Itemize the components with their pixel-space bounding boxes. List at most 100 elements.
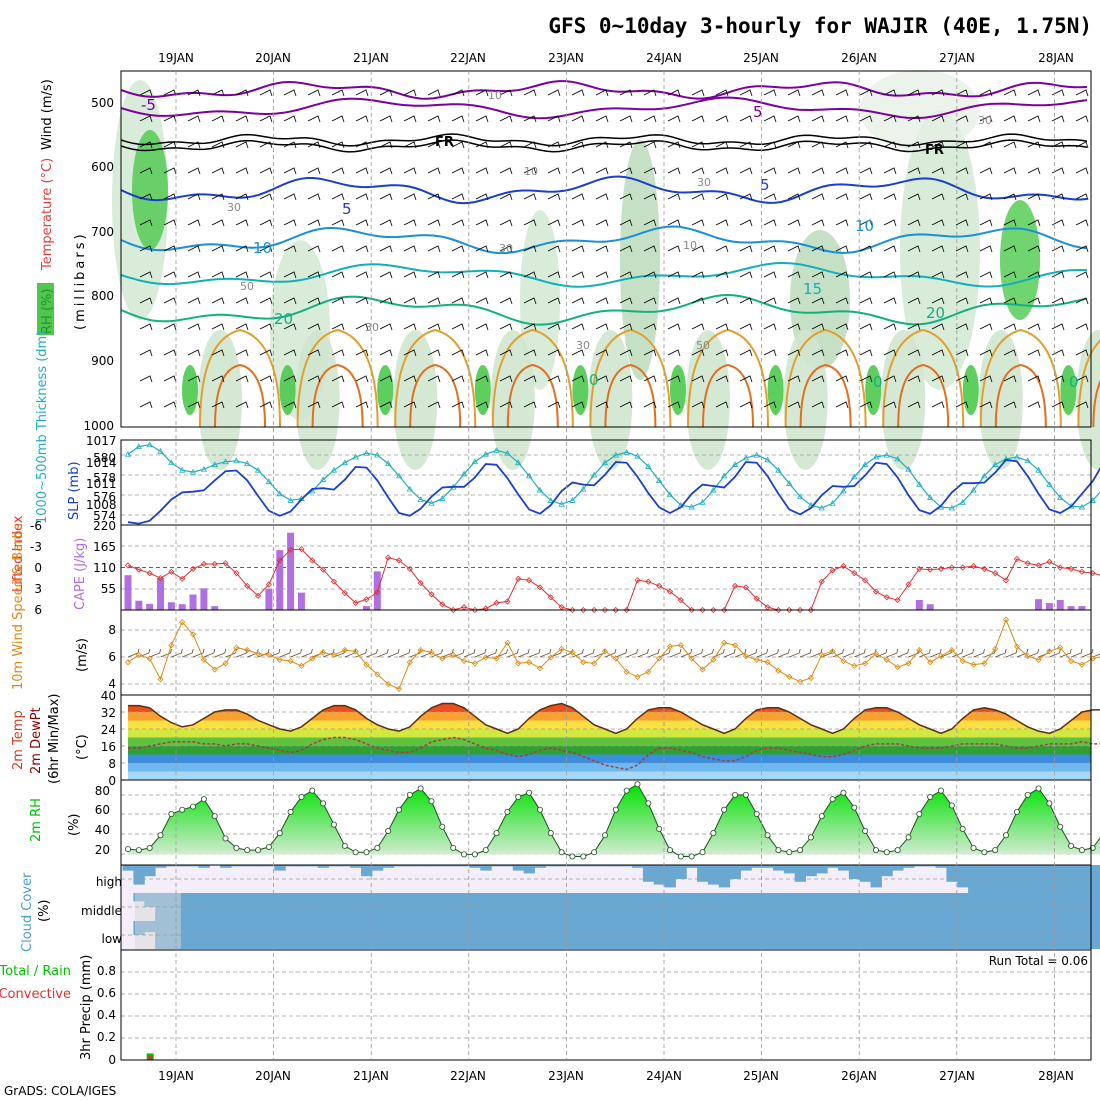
contour-label: 30 [365, 321, 379, 334]
cloud-bar [491, 921, 503, 949]
rh-point [1024, 791, 1031, 798]
wind-barb [907, 349, 921, 357]
rh-point [330, 821, 337, 828]
rh-point [385, 828, 392, 835]
dewpt2m-label: 2m DewPt [29, 707, 44, 774]
li-point [894, 597, 901, 604]
upper-air-panel: -5 5 FR FR 5 5 10 10 15 20 20 30 30 30 5… [37, 70, 1100, 470]
li-point [775, 606, 782, 614]
precip-tick-02: 0.2 [97, 1030, 116, 1044]
rh-point [298, 794, 305, 801]
rh-point [211, 813, 218, 820]
contour-label: 5 [760, 176, 770, 194]
wind-barb [211, 245, 225, 253]
wind-barb [279, 648, 292, 658]
li-point [482, 605, 489, 612]
wind-barb [667, 375, 681, 383]
wind-barb [1027, 141, 1041, 149]
rh-point [840, 789, 847, 796]
wind-point [916, 647, 923, 654]
li-point [807, 606, 814, 614]
wind-barb [499, 115, 513, 123]
cloud-bar [447, 865, 460, 867]
wind-point [981, 660, 988, 667]
wind-barb [907, 89, 921, 97]
li-point [829, 567, 836, 574]
cloud-bar [1065, 865, 1077, 893]
wind-barb [379, 141, 393, 149]
wind-barb [427, 375, 441, 383]
bottom-date-0: 19JAN [158, 1069, 194, 1083]
li-point [1057, 564, 1064, 571]
cloud-unit: (%) [37, 900, 52, 923]
cape-bar [1045, 603, 1053, 610]
cloud-bar [924, 921, 937, 949]
wind-point [515, 660, 522, 667]
thickness-point [796, 493, 804, 500]
wind-barb [474, 648, 487, 658]
rh-shade [686, 330, 730, 470]
temp-band [128, 729, 1091, 738]
wind-barb [931, 271, 945, 279]
wind-barb [403, 401, 417, 409]
cloud-bar [686, 865, 698, 868]
li-point [786, 606, 793, 614]
wind-barb [307, 245, 321, 253]
contour-line [120, 96, 1088, 120]
wind-barb [835, 115, 849, 123]
wind-point [764, 659, 771, 666]
li-point [124, 562, 132, 569]
thickness-point [341, 459, 348, 466]
wind-point [569, 649, 576, 656]
cape-label: CAPE (J/kg) [73, 538, 88, 610]
wind-barb [403, 323, 417, 331]
wind-barb [864, 648, 877, 658]
wind-point [341, 647, 348, 654]
contour-label: FR [925, 143, 944, 158]
wind-barb [739, 115, 753, 123]
wind-barb [931, 349, 945, 357]
temp-band [128, 720, 1091, 729]
li-point [1035, 562, 1042, 569]
li-point [580, 606, 587, 614]
rh-point [601, 832, 608, 839]
cloud-bar [458, 865, 470, 867]
thickness-point [623, 448, 630, 455]
temp-contour [409, 363, 462, 428]
wind-barb [379, 323, 393, 331]
rh-point [222, 835, 229, 842]
wind-barb [595, 141, 609, 149]
li-tick-3: 3 [34, 582, 42, 596]
wind-barb [1003, 219, 1017, 227]
contour-label: 30 [576, 339, 590, 352]
wind-point [320, 649, 327, 656]
cloud-bar [870, 865, 882, 888]
wind-barb [283, 89, 297, 97]
wind-barb [451, 297, 465, 305]
thickness-point [764, 456, 771, 463]
wind-barb [787, 89, 801, 97]
wind-barb [724, 648, 736, 658]
wind-barb [307, 271, 321, 279]
wind-barb [955, 375, 969, 383]
wind-barb [1027, 375, 1041, 383]
wind-barb [1060, 648, 1072, 658]
wind-barb [883, 245, 897, 253]
wind-barb [283, 219, 297, 227]
cloud-bar [816, 865, 828, 874]
rh-point [959, 825, 966, 832]
wind-point [439, 655, 446, 662]
wind-barb [643, 297, 657, 305]
wind-barb [811, 193, 825, 201]
thickness-point [948, 504, 956, 511]
cloud-bar [588, 893, 601, 921]
wind-barb [931, 323, 945, 331]
cloud-bar [935, 865, 947, 868]
top-date-axis: 19JAN 20JAN 21JAN 22JAN 23JAN 24JAN 25JA… [158, 51, 1074, 65]
wind-barb [1075, 323, 1089, 331]
top-date-9: 28JAN [1038, 51, 1074, 65]
bottom-date-4: 23JAN [548, 1069, 584, 1083]
thickness-point [146, 441, 153, 448]
wind-barb [715, 141, 729, 149]
thickness-point [1078, 503, 1086, 510]
